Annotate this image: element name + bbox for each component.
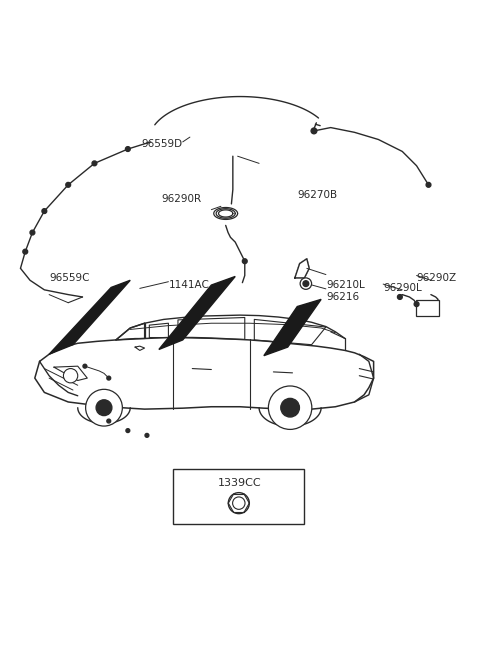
Circle shape: [414, 302, 419, 306]
FancyBboxPatch shape: [416, 300, 439, 316]
Circle shape: [303, 281, 309, 287]
Circle shape: [107, 419, 111, 423]
Text: 96559C: 96559C: [49, 273, 90, 283]
Circle shape: [96, 400, 112, 415]
Circle shape: [233, 497, 245, 509]
Circle shape: [63, 369, 78, 383]
Circle shape: [268, 386, 312, 430]
Circle shape: [107, 376, 111, 380]
Circle shape: [300, 278, 312, 289]
Circle shape: [92, 161, 97, 166]
Text: 96559D: 96559D: [142, 140, 183, 150]
Circle shape: [311, 128, 317, 134]
Polygon shape: [49, 280, 130, 354]
Circle shape: [126, 428, 130, 432]
Circle shape: [397, 295, 402, 299]
Circle shape: [85, 389, 122, 426]
Text: 96290R: 96290R: [162, 194, 202, 205]
Circle shape: [66, 182, 71, 187]
Text: 96290L: 96290L: [383, 283, 422, 293]
Text: 96210L: 96210L: [326, 280, 365, 290]
Text: 1141AC: 1141AC: [168, 280, 209, 290]
Text: 96290Z: 96290Z: [417, 273, 456, 283]
Circle shape: [30, 230, 35, 235]
Circle shape: [125, 147, 130, 152]
Polygon shape: [159, 276, 235, 350]
FancyBboxPatch shape: [173, 469, 304, 523]
Circle shape: [242, 259, 247, 264]
Circle shape: [281, 398, 300, 417]
Text: 96270B: 96270B: [297, 190, 337, 199]
Text: 96216: 96216: [326, 292, 359, 302]
Text: 1339CC: 1339CC: [218, 478, 262, 488]
Polygon shape: [295, 259, 309, 278]
Circle shape: [42, 209, 47, 213]
Circle shape: [23, 249, 28, 254]
Circle shape: [145, 434, 149, 438]
Circle shape: [426, 182, 431, 187]
Circle shape: [228, 493, 249, 514]
Circle shape: [83, 364, 87, 368]
Polygon shape: [264, 299, 321, 356]
